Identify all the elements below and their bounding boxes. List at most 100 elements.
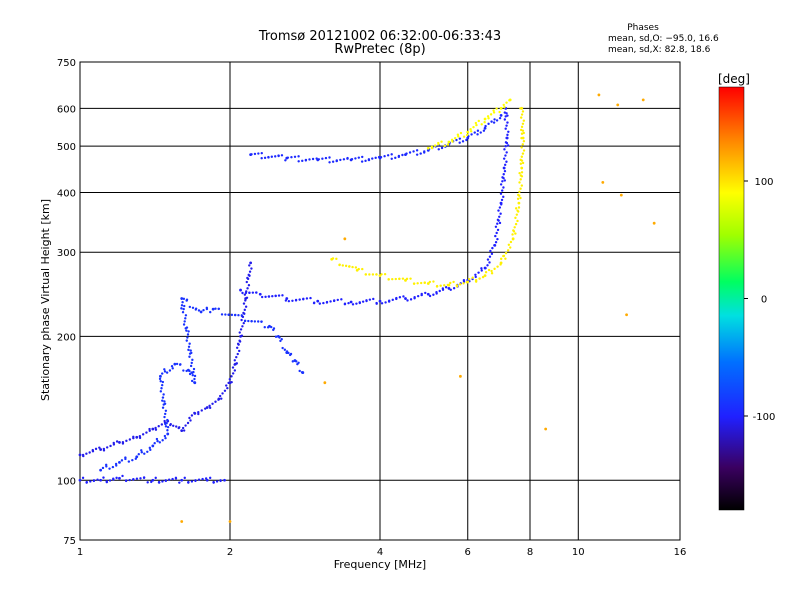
series-o-mode-f2-trace [239,106,510,306]
data-point [189,419,192,422]
data-point [492,109,495,112]
data-point [253,320,257,323]
data-point [380,302,384,305]
data-point [597,93,601,97]
data-point [250,267,253,270]
data-point [521,161,525,165]
data-point [347,301,350,305]
data-point [518,171,521,175]
data-point [641,98,645,102]
data-point [281,346,284,350]
data-point [514,222,518,226]
data-point [199,310,203,314]
data-point [450,138,454,142]
data-point [162,393,165,396]
data-point [509,246,512,249]
data-point [238,331,241,334]
data-point [394,156,397,160]
data-point [488,255,492,258]
data-point [118,441,121,444]
data-point [186,421,190,425]
data-point [502,166,506,170]
data-point [397,154,401,158]
data-point [164,436,167,440]
data-point [279,339,282,343]
series-e-region-trace [78,261,253,458]
data-point [188,342,191,345]
data-point [423,150,426,153]
data-point [474,278,478,282]
data-point [120,459,124,462]
data-point [398,296,402,299]
data-point [200,409,203,412]
data-point [331,257,335,260]
data-point [367,158,371,161]
data-point [248,270,252,273]
data-point [127,460,131,463]
data-point [519,178,522,181]
data-point [387,278,390,281]
x-tick-label: 4 [377,547,383,558]
data-point [182,429,186,432]
data-point [190,414,194,417]
data-point [324,156,328,160]
data-point [329,300,332,303]
data-point [102,476,105,479]
data-point [458,283,462,286]
data-point [401,277,405,280]
x-tick-label: 1 [77,547,83,558]
y-tick-label: 300 [57,248,76,259]
data-point [504,251,508,255]
data-point [391,298,394,302]
data-point [515,213,519,216]
data-point [371,157,374,160]
data-point [190,480,194,483]
data-point [619,193,623,197]
data-point [94,447,98,451]
data-point [183,476,186,480]
data-point [473,131,476,134]
data-point [187,348,190,352]
series-second-hop-x-trace [426,98,512,150]
data-point [449,281,452,285]
data-point [169,423,172,427]
data-point [501,176,504,179]
x-axis-label: Frequency [MHz] [334,558,426,571]
data-point [507,130,510,134]
data-point [344,264,348,268]
data-point [298,298,301,301]
data-point [230,375,233,378]
data-point [301,159,304,163]
data-point [484,271,488,274]
y-tick-label: 75 [63,536,76,547]
data-point [480,267,483,270]
phase-colorbar: [deg] -100 0 100 [718,72,775,511]
data-point [498,206,502,209]
data-point [408,151,412,154]
data-point [498,116,502,120]
data-point [325,300,329,304]
data-point [247,283,251,287]
data-point [652,221,656,225]
data-point [181,310,185,314]
data-point [406,299,409,302]
data-point [520,171,524,174]
data-point [185,339,188,342]
data-point [293,155,297,158]
data-point [475,123,478,127]
data-point [280,154,284,157]
data-point [154,476,157,480]
data-point [455,138,458,142]
data-point [308,158,311,161]
data-point [161,399,164,402]
data-point [211,307,215,311]
data-point [462,282,465,285]
y-tick-label: 750 [57,58,76,69]
data-point [180,520,184,523]
data-point [502,157,506,160]
data-point [184,424,187,427]
data-point [508,98,512,102]
data-point [328,156,331,159]
data-point [387,299,391,302]
data-point [188,416,191,420]
